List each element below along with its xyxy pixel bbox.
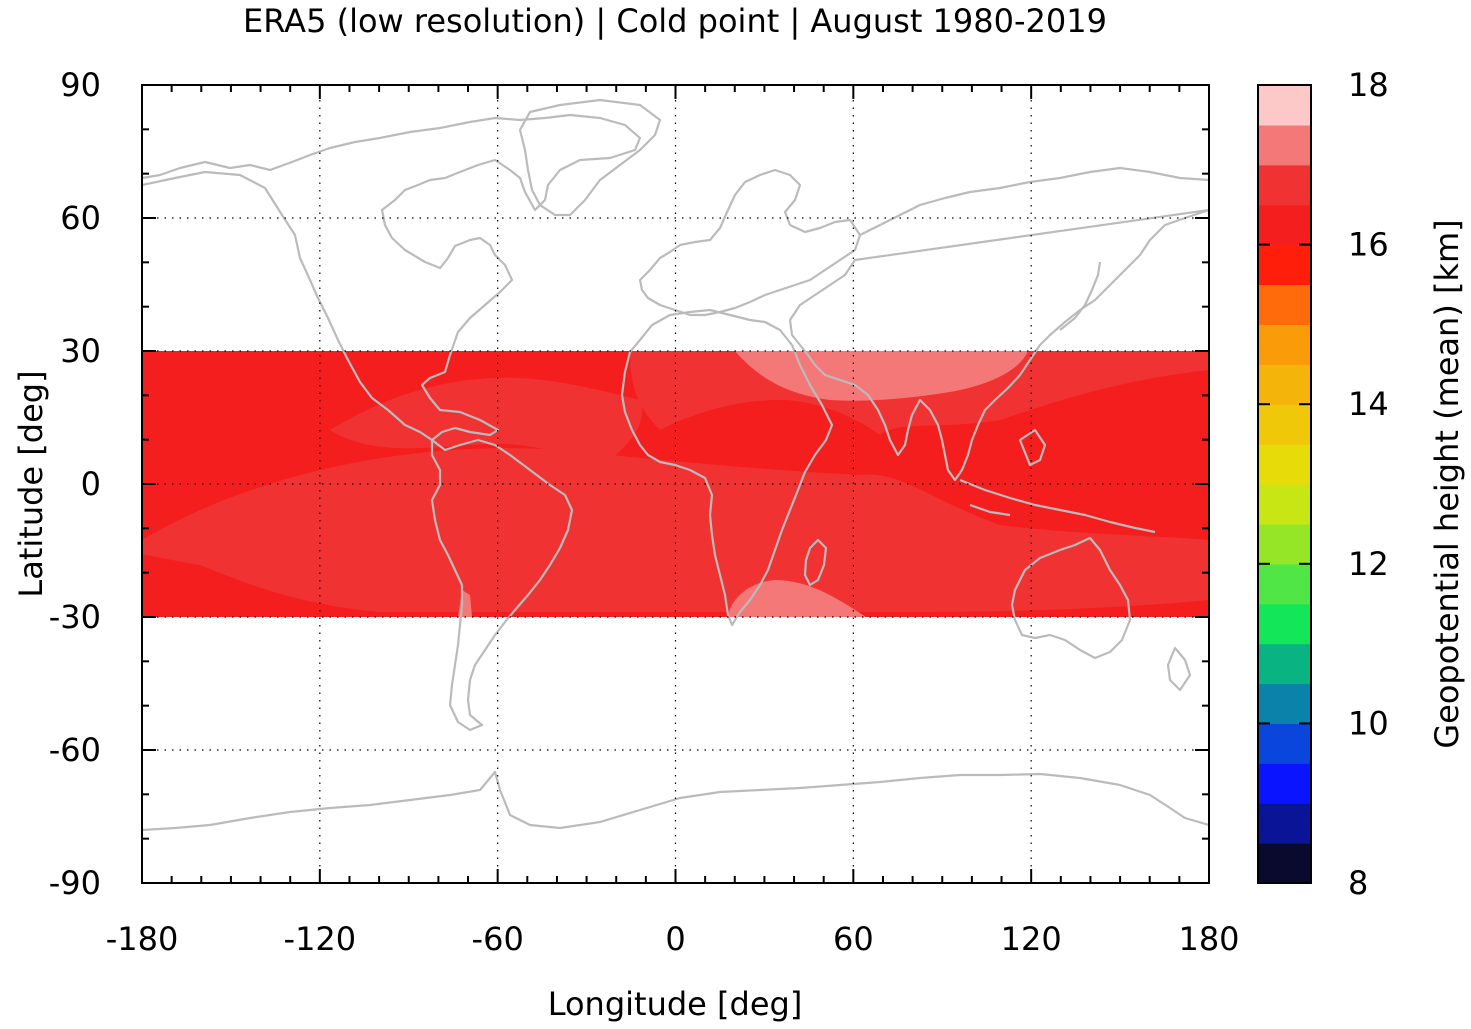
colorbar (1258, 85, 1311, 884)
heatmap-region-southern-band (142, 448, 1209, 612)
y-tick-label: 30 (60, 332, 101, 370)
colorbar-tick-label: 10 (1348, 704, 1389, 742)
coastline-new-zealand (1166, 646, 1192, 692)
coastline-madagascar (803, 538, 828, 587)
coastline-indonesia (959, 428, 1156, 534)
colorbar-segment (1258, 124, 1311, 166)
colorbar-segment (1258, 723, 1311, 764)
y-axis-label: Latitude [deg] (12, 370, 50, 597)
y-tick-label: 60 (60, 199, 101, 237)
colorbar-segment (1258, 643, 1311, 685)
colorbar-ticks: 8 10 12 14 16 18 (1258, 66, 1389, 902)
colorbar-segment (1258, 484, 1311, 525)
colorbar-segment (1258, 444, 1311, 485)
grid-lines (142, 85, 1209, 883)
colorbar-tick-label: 18 (1348, 66, 1389, 104)
colorbar-segment (1258, 85, 1311, 126)
y-tick-label: 90 (60, 66, 101, 104)
colorbar-segment (1258, 164, 1311, 206)
colorbar-segment (1258, 803, 1311, 844)
colorbar-frame (1257, 84, 1312, 884)
colorbar-segment (1258, 244, 1311, 286)
colorbar-segment (1258, 324, 1311, 365)
y-tick-label: 0 (81, 465, 101, 503)
heatmap-region-south-africa-high (728, 580, 866, 617)
colorbar-segment (1258, 763, 1311, 804)
x-tick-label: -180 (106, 920, 179, 958)
colorbar-tick-label: 14 (1348, 385, 1389, 423)
coastline-antarctica (142, 770, 1209, 832)
y-tick-label: -90 (49, 864, 101, 902)
colorbar-segment (1258, 523, 1311, 565)
colorbar-segment (1258, 204, 1311, 246)
axis-tick-labels: -180 -120 -60 0 60 120 180 90 60 30 0 -30 -60 -90 (49, 66, 1240, 958)
colorbar-tick-label: 16 (1348, 226, 1389, 264)
coastline-north-america (142, 113, 642, 442)
x-tick-label: 0 (665, 920, 685, 958)
coastline-japan (1059, 261, 1102, 331)
x-tick-label: -120 (284, 920, 357, 958)
coastlines (142, 98, 1209, 832)
colorbar-segment (1258, 563, 1311, 605)
x-tick-label: 60 (833, 920, 874, 958)
coastline-africa (620, 308, 834, 627)
colorbar-tick-label: 12 (1348, 545, 1389, 583)
coastline-europe (638, 168, 862, 317)
x-tick-label: 180 (1178, 920, 1239, 958)
chart-title: ERA5 (low resolution) | Cold point | Aug… (243, 2, 1107, 40)
y-tick-label: -60 (49, 731, 101, 769)
colorbar-label: Geopotential height (mean) [km] (1428, 219, 1466, 748)
colorbar-segment (1258, 683, 1311, 724)
x-axis-label: Longitude [deg] (548, 985, 803, 1023)
y-tick-label: -30 (49, 598, 101, 636)
x-tick-label: 120 (1001, 920, 1062, 958)
colorbar-segment (1258, 284, 1311, 325)
heatmap-region-middle-east-high (735, 351, 1028, 401)
colorbar-segment (1258, 843, 1311, 884)
coastline-asia (788, 166, 1209, 482)
colorbar-segment (1258, 364, 1311, 405)
colorbar-tick-label: 8 (1348, 864, 1368, 902)
x-tick-label: -60 (472, 920, 524, 958)
colorbar-segment (1258, 404, 1311, 445)
colorbar-segment (1258, 603, 1311, 645)
coastline-greenland (518, 98, 662, 217)
axis-ticks (141, 84, 1210, 884)
coastline-south-america (430, 438, 574, 732)
coastline-australia (1010, 536, 1132, 660)
